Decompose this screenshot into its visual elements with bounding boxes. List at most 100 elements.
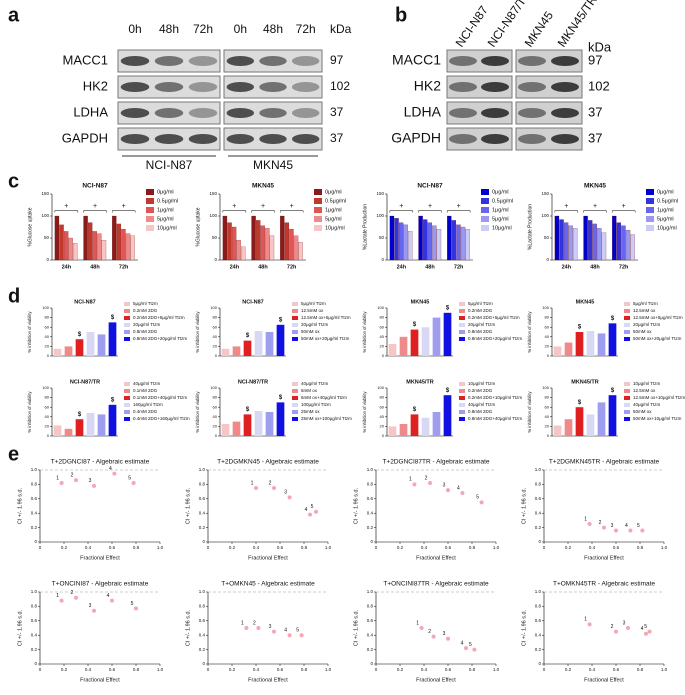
point [256,626,261,630]
y-tick-label: 0 [215,433,218,438]
x-tick-label: 0.6 [445,667,452,672]
legend-label: 160μg/ml Ttzm [133,402,163,407]
significance-mark: $ [111,397,115,403]
protein-label: MACC1 [392,52,441,68]
timepoint-label: 48h [159,22,179,36]
y-tick-label: 100 [542,385,549,390]
y-tick-label: 20 [213,423,218,428]
bar [553,425,562,436]
legend-label: 100μg/ml Ttzm [301,402,331,407]
point-label: 4 [457,485,460,491]
x-tick-label: 0.2 [61,545,68,550]
y-tick-label: 0.8 [535,482,542,487]
point-label: 4 [109,466,112,472]
y-tick-label: 150 [209,191,217,196]
legend-swatch [624,302,630,306]
bar [293,235,299,261]
bar [388,426,397,436]
legend-swatch [624,396,630,400]
blot-band [226,56,255,66]
y-axis-label: CI +/- 1.96 s.d. [353,487,359,524]
legend-swatch [146,198,154,204]
x-tick-label: 72h [287,264,297,270]
y-tick-label: 0.8 [199,482,206,487]
x-tick-label: 48h [590,264,600,270]
y-tick-label: 0.8 [31,482,38,487]
blot-band [449,56,477,66]
x-axis-label: Fractional Effect [416,677,456,683]
significance-mark: $ [279,317,283,323]
x-tick-label: 1.0 [493,545,500,550]
blot-band [154,82,184,92]
bar [256,220,261,261]
y-tick-label: 100 [542,305,549,310]
bar [276,324,285,356]
panel-label: a [8,4,20,26]
point-label: 1 [409,477,412,483]
legend-swatch [624,403,630,407]
y-tick-label: 0 [547,353,550,358]
timepoint-label: 72h [296,22,316,36]
legend-label: 5μg/ml Ttzm [633,301,658,306]
legend-label: 12.5mM ox [633,388,656,393]
bar [260,225,265,261]
point [314,509,318,514]
y-axis-label: % inhibition of viability [362,311,367,353]
x-tick-label: 0.2 [565,545,572,550]
legend-swatch [481,216,489,222]
legend-swatch [292,410,298,414]
legend-label: 0.8mM 2DG+20μg/ml Ttzm [133,336,187,341]
legend-label: 6mM ox+40μg/ml Ttzm [301,395,347,400]
x-tick-label: 72h [119,264,129,270]
legend-label: 50mM ox+20μg/ml Ttzm [633,336,682,341]
legend-label: 50mM ox+20μg/ml Ttzm [301,336,350,341]
significance-mark: $ [446,388,450,394]
y-axis-label: % inhibition of viability [27,391,32,433]
x-tick-label: 0.2 [229,667,236,672]
y-tick-label: 0.2 [367,647,374,652]
point-label: 5 [131,601,134,607]
y-tick-label: 40 [213,334,218,339]
y-tick-label: 80 [545,395,550,400]
blot-background [446,127,513,151]
legend-swatch [124,389,130,393]
bar [227,222,232,261]
bar [83,215,88,261]
x-tick-label: 48h [258,264,268,270]
point-label: 1 [416,620,419,626]
legend-label: 40μg/ml Ttzm [468,402,496,407]
y-tick-label: 1.0 [31,467,38,472]
legend-swatch [292,323,298,327]
bar [265,332,274,356]
bar [564,342,573,356]
blot-background [446,49,513,73]
bar [421,417,430,436]
legend-label: 10μg/ml [492,225,512,231]
bar [232,421,241,436]
point [74,595,78,600]
y-axis-label: % inhibition of viability [362,391,367,433]
significance-mark: $ [78,412,82,418]
significance-mark: $ [246,333,250,339]
significance-mark: + [622,203,626,210]
point-label: 1 [56,593,59,599]
point-label: 4 [284,628,287,634]
legend-swatch [459,309,465,313]
point [131,480,136,485]
bar [92,231,97,261]
legend-label: 0.8mM 2DG [468,409,493,414]
x-tick-label: 1.0 [661,545,668,550]
x-tick-label: 0.8 [133,667,140,672]
bar [231,226,237,261]
legend-label: 0μg/ml [157,189,174,195]
legend-swatch [624,330,630,334]
bar [447,215,452,261]
blot-band [120,56,150,66]
significance-mark: $ [279,395,283,401]
y-tick-label: 0 [34,539,37,544]
legend-swatch [459,323,465,327]
significance-mark: $ [413,407,417,413]
legend-label: 50mM ox+10μg/ml Ttzm [633,416,682,421]
kda-label: 102 [588,78,610,93]
